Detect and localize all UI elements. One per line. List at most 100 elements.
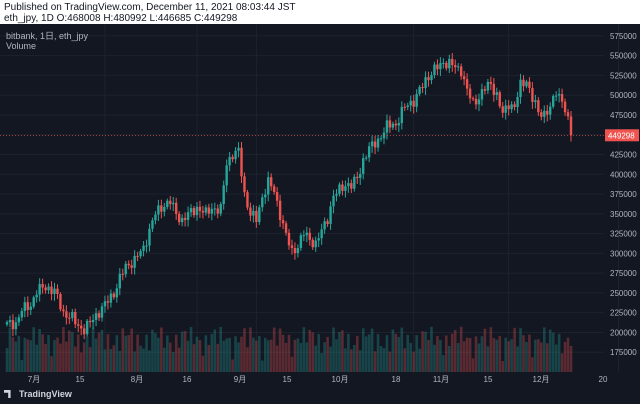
volume-bar <box>475 336 478 372</box>
volume-bar <box>552 333 555 372</box>
candle-body <box>104 301 106 306</box>
volume-bar <box>380 346 383 372</box>
candle-body <box>502 106 504 112</box>
candle-body <box>148 229 150 246</box>
chart-area[interactable]: 175000 200000 225000 250000 275000 300000 3250… <box>0 24 640 386</box>
candle-body <box>163 207 165 212</box>
volume-bar <box>472 358 475 372</box>
volume-bar <box>193 344 196 372</box>
volume-bar <box>107 334 110 372</box>
candle-body <box>136 256 138 257</box>
x-tick-label: 20 <box>599 375 608 384</box>
candle-body <box>264 195 266 198</box>
candle-body <box>169 201 171 204</box>
candle-body <box>59 294 61 309</box>
volume-bar <box>261 361 264 372</box>
tradingview-logo-icon <box>4 390 16 398</box>
volume-bar <box>249 327 252 372</box>
candle-body <box>15 322 17 329</box>
candle-body <box>513 104 515 107</box>
volume-bar <box>104 349 107 372</box>
volume-bar <box>160 327 163 372</box>
candle-body <box>160 205 162 211</box>
x-tick-label: 9月 <box>234 375 246 384</box>
volume-bar <box>519 328 522 372</box>
volume-bar <box>460 327 463 372</box>
candle-body <box>317 238 319 240</box>
volume-bar <box>531 357 534 372</box>
candle-body <box>47 287 49 291</box>
candle-body <box>288 233 290 245</box>
volume-bar <box>448 346 451 372</box>
volume-bar <box>211 334 214 372</box>
volume-bar <box>395 334 398 372</box>
y-tick-label: 425000 <box>610 151 637 160</box>
candle-body <box>368 146 370 157</box>
y-tick-label: 500000 <box>610 91 637 100</box>
candle-body <box>454 65 456 67</box>
candle-body <box>228 157 230 166</box>
tradingview-logo[interactable]: TradingView <box>4 389 72 399</box>
volume-bar <box>74 347 77 372</box>
volume-bar <box>409 343 412 372</box>
candle-body <box>546 111 548 115</box>
volume-bar <box>303 327 306 372</box>
volume-bar <box>202 356 205 372</box>
volume-bar <box>285 343 288 372</box>
candle-body <box>457 66 459 67</box>
candle-body <box>261 197 263 207</box>
candle-body <box>258 207 260 222</box>
volume-bar <box>157 338 160 372</box>
x-tick-label: 15 <box>76 375 85 384</box>
volume-bar <box>228 338 231 372</box>
candle-body <box>549 107 551 115</box>
volume-bar <box>282 335 285 372</box>
candle-body <box>525 82 527 87</box>
volume-bar <box>344 348 347 372</box>
candle-body <box>306 233 308 235</box>
candle-body <box>279 201 281 220</box>
candle-body <box>478 99 480 104</box>
volume-bar <box>276 346 279 372</box>
candle-body <box>469 89 471 99</box>
volume-bar <box>6 348 9 372</box>
candle-body <box>95 313 97 320</box>
candle-body <box>433 65 435 76</box>
candle-body <box>303 235 305 236</box>
volume-bar <box>77 334 80 372</box>
candle-body <box>12 320 14 329</box>
volume-bar <box>110 349 113 372</box>
volume-bar <box>86 336 89 372</box>
candle-body <box>65 311 67 317</box>
volume-bar <box>44 344 47 372</box>
x-tick-label: 16 <box>183 375 192 384</box>
candle-body <box>445 63 447 68</box>
volume-bar <box>119 351 122 372</box>
y-tick-label: 200000 <box>610 328 637 337</box>
volume-bar <box>252 338 255 372</box>
candlestick-chart[interactable]: 175000 200000 225000 250000 275000 300000 3250… <box>0 24 640 386</box>
candle-body <box>30 307 32 310</box>
volume-bar <box>172 352 175 372</box>
last-price-marker: 449298 <box>0 129 639 141</box>
volume-bar <box>130 328 133 372</box>
volume-bar <box>279 329 282 372</box>
candle-body <box>309 233 311 240</box>
volume-bar <box>392 330 395 372</box>
volume-bar <box>516 346 519 372</box>
volume-bar <box>136 335 139 372</box>
volume-bar <box>50 356 53 372</box>
candle-body <box>142 246 144 251</box>
candle-body <box>570 116 572 135</box>
x-tick-label: 10月 <box>332 375 349 384</box>
candle-body <box>558 94 560 96</box>
candle-body <box>83 328 85 334</box>
candle-body <box>350 183 352 189</box>
candle-body <box>436 65 438 70</box>
volume-bar <box>53 340 56 372</box>
candle-body <box>125 264 127 274</box>
publish-header: Published on TradingView.com, December 1… <box>0 0 640 24</box>
candle-body <box>481 89 483 99</box>
candle-body <box>359 174 361 178</box>
volume-bar <box>18 336 21 372</box>
